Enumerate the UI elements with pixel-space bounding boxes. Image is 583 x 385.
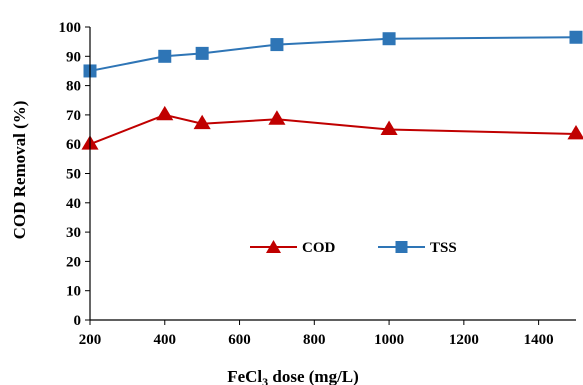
x-axis-title-main: FeCl bbox=[227, 367, 262, 385]
series-line-cod bbox=[89, 113, 577, 146]
y-tick-label: 100 bbox=[59, 20, 82, 36]
x-axis-title-subscript: 3 bbox=[262, 375, 268, 385]
data-point-tss bbox=[195, 46, 209, 60]
y-tick-label: 80 bbox=[66, 79, 81, 95]
data-point-cod bbox=[193, 114, 211, 130]
y-tick-label: 90 bbox=[66, 49, 81, 65]
legend-item-cod: COD bbox=[250, 240, 336, 256]
legend: COD TSS bbox=[250, 240, 457, 256]
legend-tss-marker bbox=[395, 241, 408, 253]
x-tick-label: 800 bbox=[303, 332, 326, 348]
x-axis-title: FeCl3 dose (mg/L) bbox=[227, 367, 359, 385]
y-tick-label: 60 bbox=[66, 137, 81, 153]
data-point-tss bbox=[382, 32, 396, 46]
data-point-cod bbox=[567, 124, 583, 140]
data-point-tss bbox=[270, 38, 284, 52]
legend-label-tss: TSS bbox=[430, 240, 457, 256]
x-tick-label: 400 bbox=[154, 332, 177, 348]
y-tick-label: 20 bbox=[66, 254, 81, 270]
y-tick-label: 10 bbox=[66, 284, 81, 300]
x-tick-label: 600 bbox=[228, 332, 251, 348]
data-point-tss bbox=[569, 30, 583, 44]
y-tick-label: 50 bbox=[66, 167, 81, 183]
x-tick-label: 200 bbox=[79, 332, 102, 348]
legend-item-tss: TSS bbox=[378, 240, 457, 256]
data-point-cod bbox=[268, 110, 286, 125]
x-axis-title-suffix: dose (mg/L) bbox=[268, 367, 359, 385]
y-tick-label: 40 bbox=[66, 196, 81, 212]
y-axis-title: COD Removal (%) bbox=[10, 101, 29, 240]
data-point-cod bbox=[380, 120, 398, 135]
x-tick-label: 1000 bbox=[374, 332, 404, 348]
legend-label-cod: COD bbox=[302, 240, 336, 256]
legend-cod-marker bbox=[266, 240, 281, 253]
series-line-tss bbox=[89, 36, 577, 72]
data-point-tss bbox=[158, 49, 172, 63]
y-tick-label: 30 bbox=[66, 225, 81, 241]
y-tick-label: 0 bbox=[74, 313, 82, 329]
y-tick-label: 70 bbox=[66, 108, 81, 124]
data-point-cod bbox=[156, 105, 174, 121]
x-tick-label: 1400 bbox=[524, 332, 554, 348]
x-tick-label: 1200 bbox=[449, 332, 479, 348]
